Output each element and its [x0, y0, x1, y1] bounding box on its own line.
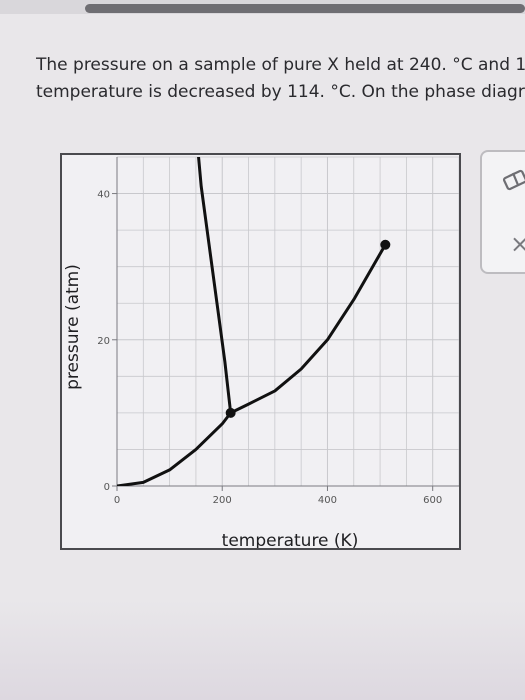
eraser-icon[interactable]: [502, 168, 525, 198]
phase-boundary-line-2: [229, 243, 387, 415]
y-axis-label: pressure (atm): [63, 264, 83, 390]
phase-points[interactable]: [225, 239, 391, 418]
triple-point[interactable]: [225, 407, 236, 418]
x-tick-label: 600: [423, 495, 442, 506]
window-top-bar: [0, 0, 525, 14]
phase-boundaries: [117, 157, 387, 486]
phase-diagram-chart[interactable]: 0 200 400 600 0 20 40 temperature (K) pressure…: [62, 155, 460, 551]
question-text: The pressure on a sample of pure X held …: [36, 52, 525, 106]
question-line-1: The pressure on a sample of pure X held …: [36, 55, 525, 75]
y-tick-label: 0: [104, 482, 110, 493]
grid: [116, 156, 460, 487]
critical-point[interactable]: [380, 239, 391, 250]
x-tick-label: 400: [318, 495, 337, 506]
x-tick-label: 0: [114, 495, 120, 506]
page-background: [0, 600, 525, 700]
scrollbar-thumb[interactable]: [85, 4, 525, 13]
tool-panel[interactable]: ×: [480, 150, 525, 274]
phase-boundary-line-3: [197, 157, 233, 415]
x-tick-label: 200: [213, 495, 232, 506]
x-axis-label: temperature (K): [222, 531, 359, 548]
close-icon[interactable]: ×: [510, 230, 525, 258]
y-tick-label: 40: [97, 190, 110, 201]
axes: 0 200 400 600 0 20 40: [97, 157, 459, 506]
phase-boundary-line-1: [117, 411, 233, 486]
question-line-2: temperature is decreased by 114. °C. On …: [36, 82, 525, 102]
y-tick-label: 20: [97, 336, 110, 347]
phase-diagram-panel[interactable]: 0 200 400 600 0 20 40 temperature (K) pressure…: [60, 153, 461, 551]
